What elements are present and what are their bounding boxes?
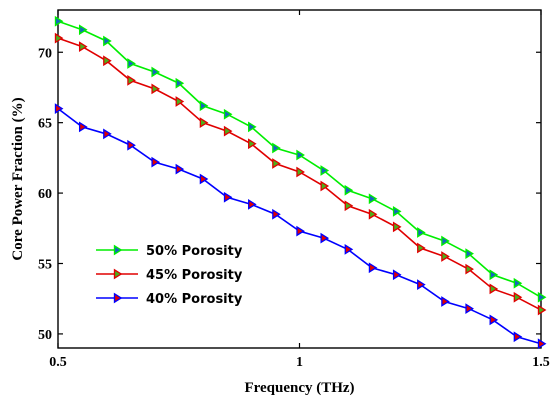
data-point xyxy=(417,227,426,238)
x-tick-label: 1 xyxy=(296,355,303,370)
legend: 50% Porosity 45% Porosity 40% Porosity xyxy=(96,244,243,307)
data-point xyxy=(223,191,233,203)
data-point xyxy=(248,198,257,210)
legend-label: 45% Porosity xyxy=(146,268,243,283)
data-point xyxy=(199,117,209,129)
data-point xyxy=(513,331,523,343)
data-point xyxy=(54,103,64,114)
data-point xyxy=(537,304,547,316)
data-point xyxy=(441,235,450,247)
legend-entry: 50% Porosity xyxy=(96,244,243,259)
data-point xyxy=(223,108,233,120)
y-tick-label: 70 xyxy=(38,46,52,61)
data-point xyxy=(392,269,402,281)
data-point xyxy=(320,180,330,192)
data-point xyxy=(296,149,305,161)
series-2 xyxy=(54,32,547,316)
data-point xyxy=(441,296,450,307)
data-point xyxy=(103,55,112,67)
data-point xyxy=(320,165,330,176)
data-point xyxy=(489,269,499,281)
legend-marker xyxy=(113,292,123,304)
data-point xyxy=(199,173,209,185)
data-point xyxy=(368,262,378,274)
data-point xyxy=(441,251,450,262)
x-tick-label: 0.5 xyxy=(49,355,67,370)
series-layer xyxy=(54,15,547,350)
series-1 xyxy=(54,15,547,303)
data-point xyxy=(465,263,474,275)
data-point xyxy=(392,206,402,217)
data-point xyxy=(513,277,523,289)
data-point xyxy=(465,303,474,314)
y-tick-label: 55 xyxy=(38,258,52,273)
data-point xyxy=(175,163,185,175)
data-point xyxy=(368,193,378,205)
y-tick-label: 50 xyxy=(38,328,52,343)
data-point xyxy=(151,83,161,95)
data-point xyxy=(296,166,305,178)
data-point xyxy=(151,156,161,168)
data-point xyxy=(368,208,378,220)
data-point xyxy=(465,248,474,260)
series-3 xyxy=(54,103,547,350)
data-point xyxy=(223,125,233,137)
legend-label: 50% Porosity xyxy=(146,244,243,259)
data-point xyxy=(513,291,523,303)
data-point xyxy=(489,283,499,295)
data-point xyxy=(199,100,209,112)
legend-marker xyxy=(113,244,123,256)
data-point xyxy=(344,244,354,255)
data-point xyxy=(127,139,136,151)
data-point xyxy=(417,242,426,254)
data-point xyxy=(272,158,281,169)
data-point xyxy=(296,225,305,237)
data-point xyxy=(248,138,257,150)
data-point xyxy=(344,200,354,212)
data-point xyxy=(272,208,281,220)
y-axis-title: Core Power Fraction (%) xyxy=(10,97,26,260)
data-point xyxy=(175,96,185,107)
legend-entry: 40% Porosity xyxy=(96,292,243,307)
legend-marker xyxy=(113,268,123,280)
x-tick-label: 1.5 xyxy=(532,355,550,370)
data-point xyxy=(248,121,257,133)
data-point xyxy=(127,58,136,69)
data-point xyxy=(272,142,281,154)
data-point xyxy=(537,291,547,303)
data-point xyxy=(344,184,354,196)
data-point xyxy=(103,128,112,140)
axis-ticks: 0.5 1 1.5 50 55 60 65 70 xyxy=(38,10,550,370)
y-tick-label: 60 xyxy=(38,187,52,202)
x-axis-title: Frequency (THz) xyxy=(244,380,354,396)
data-point xyxy=(78,41,88,52)
data-point xyxy=(320,232,330,244)
data-point xyxy=(78,24,88,36)
data-point xyxy=(127,75,136,86)
data-point xyxy=(151,66,161,78)
data-point xyxy=(175,77,185,89)
data-point xyxy=(489,314,499,326)
data-point xyxy=(537,338,547,350)
data-point xyxy=(54,32,64,44)
data-point xyxy=(392,221,402,233)
data-point xyxy=(417,279,426,290)
data-point xyxy=(103,35,112,47)
data-point xyxy=(54,15,64,27)
data-point xyxy=(78,121,88,133)
y-tick-label: 65 xyxy=(38,117,52,132)
legend-label: 40% Porosity xyxy=(146,292,243,307)
legend-entry: 45% Porosity xyxy=(96,268,243,283)
